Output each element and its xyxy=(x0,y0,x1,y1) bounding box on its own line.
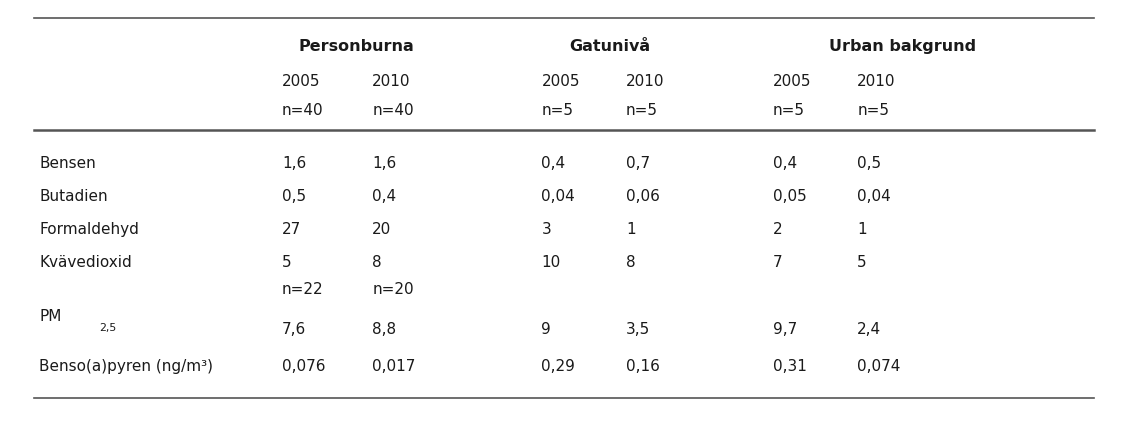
Text: n=22: n=22 xyxy=(282,282,324,297)
Text: 5: 5 xyxy=(857,255,867,271)
Text: n=5: n=5 xyxy=(773,103,804,118)
Text: 8,8: 8,8 xyxy=(372,322,396,337)
Text: Butadien: Butadien xyxy=(39,189,108,204)
Text: Gatunivå: Gatunivå xyxy=(570,39,651,54)
Text: n=40: n=40 xyxy=(372,103,414,118)
Text: 8: 8 xyxy=(372,255,382,271)
Text: 1,6: 1,6 xyxy=(372,156,396,171)
Text: 2010: 2010 xyxy=(857,74,896,89)
Text: Bensen: Bensen xyxy=(39,156,96,171)
Text: 0,4: 0,4 xyxy=(541,156,565,171)
Text: 2010: 2010 xyxy=(372,74,411,89)
Text: 7: 7 xyxy=(773,255,783,271)
Text: 0,31: 0,31 xyxy=(773,359,807,374)
Text: 7,6: 7,6 xyxy=(282,322,306,337)
Text: n=5: n=5 xyxy=(857,103,889,118)
Text: 5: 5 xyxy=(282,255,292,271)
Text: 0,04: 0,04 xyxy=(857,189,891,204)
Text: Formaldehyd: Formaldehyd xyxy=(39,222,140,237)
Text: 1,6: 1,6 xyxy=(282,156,306,171)
Text: 0,5: 0,5 xyxy=(857,156,881,171)
Text: 0,05: 0,05 xyxy=(773,189,807,204)
Text: 27: 27 xyxy=(282,222,301,237)
Text: Personburna: Personburna xyxy=(299,39,415,54)
Text: 0,04: 0,04 xyxy=(541,189,575,204)
Text: 9,7: 9,7 xyxy=(773,322,796,337)
Text: 0,4: 0,4 xyxy=(372,189,396,204)
Text: 2,5: 2,5 xyxy=(99,324,116,334)
Text: 8: 8 xyxy=(626,255,636,271)
Text: 3: 3 xyxy=(541,222,552,237)
Text: 3,5: 3,5 xyxy=(626,322,650,337)
Text: PM: PM xyxy=(39,309,62,324)
Text: 1: 1 xyxy=(857,222,867,237)
Text: 2005: 2005 xyxy=(541,74,580,89)
Text: 0,5: 0,5 xyxy=(282,189,306,204)
Text: 2: 2 xyxy=(773,222,783,237)
Text: 9: 9 xyxy=(541,322,552,337)
Text: 0,076: 0,076 xyxy=(282,359,326,374)
Text: 2005: 2005 xyxy=(773,74,811,89)
Text: 0,16: 0,16 xyxy=(626,359,660,374)
Text: 2005: 2005 xyxy=(282,74,320,89)
Text: Benso(a)pyren (ng/m³): Benso(a)pyren (ng/m³) xyxy=(39,359,213,374)
Text: n=40: n=40 xyxy=(282,103,324,118)
Text: 1: 1 xyxy=(626,222,636,237)
Text: 0,4: 0,4 xyxy=(773,156,796,171)
Text: 20: 20 xyxy=(372,222,391,237)
Text: 10: 10 xyxy=(541,255,561,271)
Text: n=20: n=20 xyxy=(372,282,414,297)
Text: n=5: n=5 xyxy=(541,103,573,118)
Text: n=5: n=5 xyxy=(626,103,658,118)
Text: 0,7: 0,7 xyxy=(626,156,650,171)
Text: 2010: 2010 xyxy=(626,74,664,89)
Text: 0,29: 0,29 xyxy=(541,359,575,374)
Text: 2,4: 2,4 xyxy=(857,322,881,337)
Text: 0,017: 0,017 xyxy=(372,359,415,374)
Text: 0,06: 0,06 xyxy=(626,189,660,204)
Text: Kvävedioxid: Kvävedioxid xyxy=(39,255,132,271)
Text: Urban bakgrund: Urban bakgrund xyxy=(829,39,976,54)
Text: 0,074: 0,074 xyxy=(857,359,900,374)
